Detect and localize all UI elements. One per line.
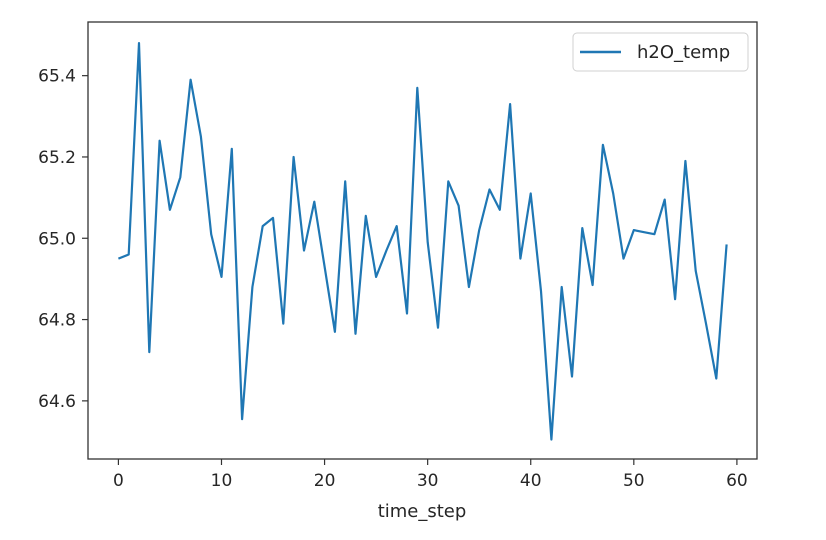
x-tick-label: 20	[314, 471, 336, 491]
legend-label: h2O_temp	[637, 42, 730, 63]
plot-area	[87, 21, 758, 460]
y-axis: 64.6 64.8 65.0 65.2 65.4	[38, 67, 88, 412]
x-axis-label: time_step	[378, 501, 467, 522]
axes-frame	[87, 21, 758, 460]
x-axis: 0 10 20 30 40 50 60	[113, 459, 748, 491]
x-tick-label: 30	[417, 471, 439, 491]
y-tick-label: 64.8	[38, 311, 76, 331]
legend: h2O_temp	[572, 32, 749, 72]
y-tick-label: 65.0	[38, 229, 76, 249]
y-tick-label: 65.4	[38, 67, 76, 87]
y-tick-label: 65.2	[38, 148, 76, 168]
x-tick-label: 50	[623, 471, 645, 491]
x-tick-label: 0	[113, 471, 124, 491]
x-tick-label: 10	[211, 471, 233, 491]
h2o-temp-line	[117, 41, 728, 441]
x-tick-label: 40	[520, 471, 542, 491]
axes-background	[88, 22, 757, 459]
legend-box	[572, 32, 749, 72]
x-tick-label: 60	[726, 471, 748, 491]
y-tick-label: 64.6	[38, 392, 76, 412]
